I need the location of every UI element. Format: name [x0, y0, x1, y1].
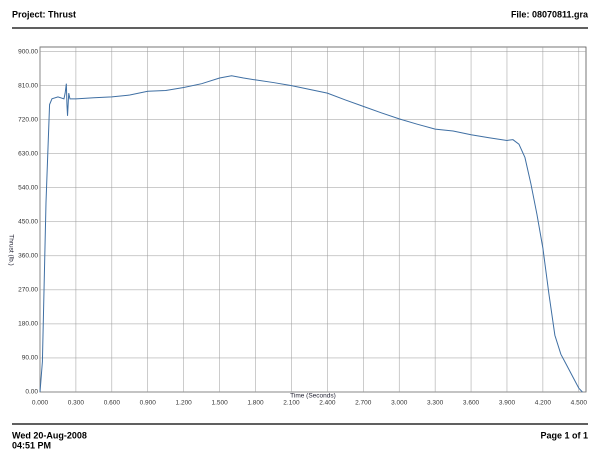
footer-time: 04:51 PM — [12, 440, 51, 450]
footer-page: Page 1 of 1 — [540, 430, 588, 440]
y-tick-label: 900.00 — [18, 48, 38, 55]
x-tick-label: 3.300 — [427, 400, 444, 407]
y-tick-label: 180.00 — [18, 321, 38, 328]
x-tick-label: 2.100 — [283, 400, 300, 407]
footer-date: Wed 20-Aug-2008 — [12, 430, 87, 440]
x-tick-label: 3.900 — [499, 400, 516, 407]
x-tick-label: 1.500 — [211, 400, 228, 407]
x-tick-label: 2.400 — [319, 400, 336, 407]
x-tick-label: 0.300 — [68, 400, 85, 407]
y-tick-label: 540.00 — [18, 184, 38, 191]
y-tick-label: 720.00 — [18, 116, 38, 123]
x-tick-label: 1.200 — [176, 400, 193, 407]
x-tick-label: 0.900 — [140, 400, 157, 407]
project-title: Project: Thrust — [12, 9, 76, 19]
file-name: File: 08070811.gra — [511, 9, 589, 19]
thrust-line — [39, 75, 583, 393]
x-tick-label: 4.200 — [535, 400, 552, 407]
x-tick-label: 3.000 — [391, 400, 408, 407]
y-tick-label: 360.00 — [18, 253, 38, 260]
y-tick-label: 90.00 — [22, 355, 39, 362]
x-tick-label: 0.000 — [32, 400, 49, 407]
x-tick-label: 3.600 — [463, 400, 480, 407]
y-tick-label: 810.00 — [18, 82, 38, 89]
x-tick-label: 1.800 — [247, 400, 264, 407]
x-tick-label: 0.600 — [104, 400, 121, 407]
x-tick-label: 2.700 — [355, 400, 372, 407]
x-tick-label: 4.500 — [571, 400, 588, 407]
y-tick-label: 270.00 — [18, 287, 38, 294]
x-axis-label: Time (Seconds) — [290, 393, 336, 400]
y-axis-label: Thrust (lb.) — [7, 234, 14, 265]
plot-frame — [39, 46, 587, 393]
y-tick-label: 450.00 — [18, 218, 38, 225]
y-tick-label: 630.00 — [18, 150, 38, 157]
y-tick-label: 0.00 — [25, 389, 38, 396]
